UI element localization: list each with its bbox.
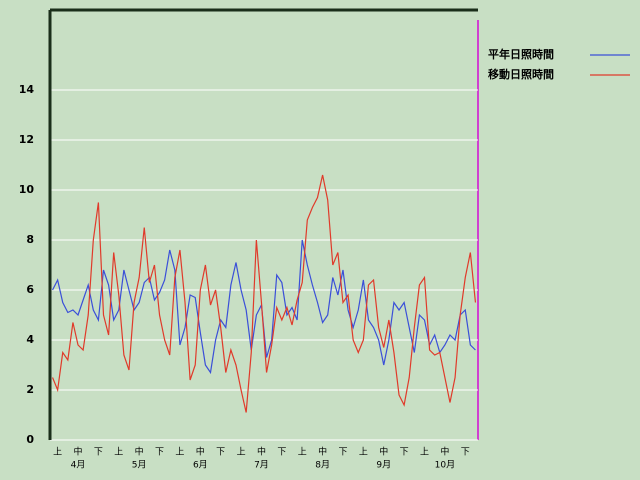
x-tick-label: 中 [135, 446, 144, 458]
x-tick-label: 中 [74, 446, 83, 458]
x-tick-label: 下 [461, 448, 470, 458]
x-tick-label: 中 [440, 446, 449, 458]
x-tick-label: 下 [94, 448, 103, 458]
legend-label: 平年日照時間 [488, 47, 554, 61]
x-tick-label: 下 [400, 448, 409, 458]
month-label: 7月 [254, 460, 269, 471]
x-tick-label: 下 [338, 448, 347, 458]
x-tick-label: 中 [318, 446, 327, 458]
x-tick-label: 下 [216, 448, 225, 458]
x-tick-label: 中 [379, 446, 388, 458]
x-tick-label: 上 [237, 447, 246, 458]
x-tick-label: 中 [196, 446, 205, 458]
y-tick-label: 0 [26, 433, 34, 446]
month-label: 8月 [315, 460, 330, 471]
x-tick-label: 上 [359, 447, 368, 458]
y-tick-label: 10 [19, 183, 35, 196]
month-label: 9月 [376, 460, 391, 471]
x-tick-label: 上 [114, 447, 123, 458]
month-label: 6月 [193, 460, 208, 471]
x-tick-label: 上 [420, 447, 429, 458]
y-tick-label: 6 [26, 283, 34, 296]
month-label: 4月 [71, 460, 86, 471]
x-tick-label: 上 [53, 447, 62, 458]
x-tick-label: 下 [155, 448, 164, 458]
x-tick-label: 上 [175, 447, 184, 458]
x-tick-label: 上 [298, 447, 307, 458]
series-line [51, 174, 477, 413]
legend-label: 移動日照時間 [488, 67, 554, 81]
month-label: 10月 [435, 460, 455, 471]
x-tick-label: 中 [257, 446, 266, 458]
y-tick-label: 8 [26, 233, 34, 246]
month-label: 5月 [132, 460, 147, 471]
y-tick-label: 2 [26, 383, 34, 396]
y-tick-label: 4 [26, 333, 34, 346]
x-tick-label: 下 [277, 448, 286, 458]
y-tick-label: 14 [19, 83, 35, 96]
y-tick-label: 12 [19, 133, 34, 146]
